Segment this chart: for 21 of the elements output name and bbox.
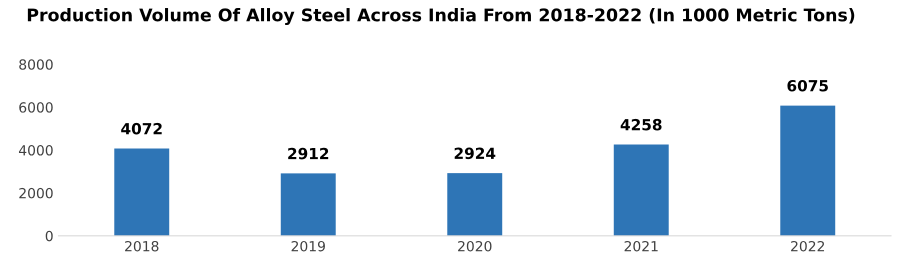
- bar: [614, 144, 669, 236]
- y-tick-label: 0: [46, 230, 53, 242]
- bar: [780, 106, 836, 236]
- y-tick-label: 6000: [19, 102, 53, 113]
- bar: [447, 173, 502, 236]
- data-label: 2912: [288, 148, 328, 160]
- x-tick-label: 2022: [791, 240, 824, 252]
- y-tick-label: 8000: [19, 59, 53, 70]
- chart-title: Production Volume Of Alloy Steel Across India From 2018-2022 (In 1000 Metric Tons): [28, 8, 854, 25]
- data-label: 6075: [787, 80, 828, 92]
- data-label: 4072: [121, 122, 162, 134]
- data-label: 2924: [454, 148, 496, 160]
- bar: [114, 148, 170, 236]
- x-tick-label: 2021: [624, 240, 658, 252]
- y-tick-label: 2000: [19, 188, 53, 198]
- x-tick-label: 2020: [458, 240, 492, 252]
- bar: [280, 173, 336, 236]
- y-tick-label: 4000: [18, 145, 53, 156]
- x-tick-label: 2019: [292, 240, 325, 252]
- x-tick-label: 2018: [125, 240, 158, 252]
- data-label: 4258: [620, 118, 662, 130]
